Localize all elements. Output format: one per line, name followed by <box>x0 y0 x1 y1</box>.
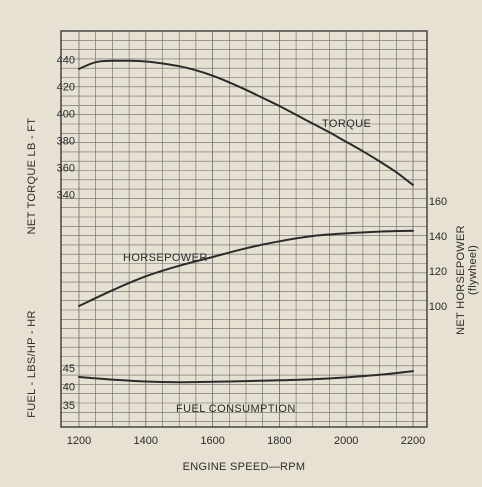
x-tick-label: 1600 <box>200 435 224 447</box>
series-line-torque <box>78 59 414 186</box>
x-tick-label: 2000 <box>334 435 358 447</box>
series-label-horsepower: HORSEPOWER <box>123 252 208 264</box>
plot-frame <box>60 30 428 428</box>
grid-lines <box>61 31 427 427</box>
series-label-fuel-consumption: FUEL CONSUMPTION <box>176 403 296 415</box>
y-tick-label-horsepower: 160 <box>429 196 447 208</box>
y-axis-label-horsepower-sub: (flywheel) <box>467 245 479 295</box>
y-axis-label-horsepower: NET HORSEPOWER <box>455 225 467 335</box>
series-lines <box>78 59 414 384</box>
x-tick-label: 2200 <box>401 435 425 447</box>
y-tick-label-horsepower: 100 <box>429 301 447 313</box>
y-tick-label-torque: 340 <box>57 189 75 201</box>
y-tick-label-torque: 440 <box>57 54 75 66</box>
labels: ENGINE SPEED—RPM NET TORQUE LB - FT NET … <box>26 118 479 473</box>
series-line-fuel <box>78 370 414 384</box>
y-tick-label-horsepower: 140 <box>429 231 447 243</box>
y-tick-label-torque: 380 <box>57 135 75 147</box>
y-tick-label-torque: 420 <box>57 81 75 93</box>
series-line-horsepower <box>78 229 414 307</box>
x-tick-label: 1200 <box>67 435 91 447</box>
tick-labels: 1200 1400 1600 1800 2000 2200 440 420 400 380 360 3… <box>57 54 448 447</box>
y-tick-label-torque: 360 <box>57 162 75 174</box>
x-tick-label: 1400 <box>134 435 158 447</box>
y-tick-label-fuel: .45 <box>60 363 75 375</box>
y-tick-label-fuel: .35 <box>60 400 75 412</box>
y-tick-label-torque: 400 <box>57 108 75 120</box>
series-label-torque: TORQUE <box>322 118 371 130</box>
y-tick-label-horsepower: 120 <box>429 266 447 278</box>
x-tick-label: 1800 <box>267 435 291 447</box>
y-axis-label-fuel: FUEL - LBS/HP - HR <box>26 310 38 417</box>
y-axis-label-torque: NET TORQUE LB - FT <box>26 118 38 235</box>
x-axis-label: ENGINE SPEED—RPM <box>183 461 306 473</box>
y-tick-label-fuel: .40 <box>60 382 75 394</box>
